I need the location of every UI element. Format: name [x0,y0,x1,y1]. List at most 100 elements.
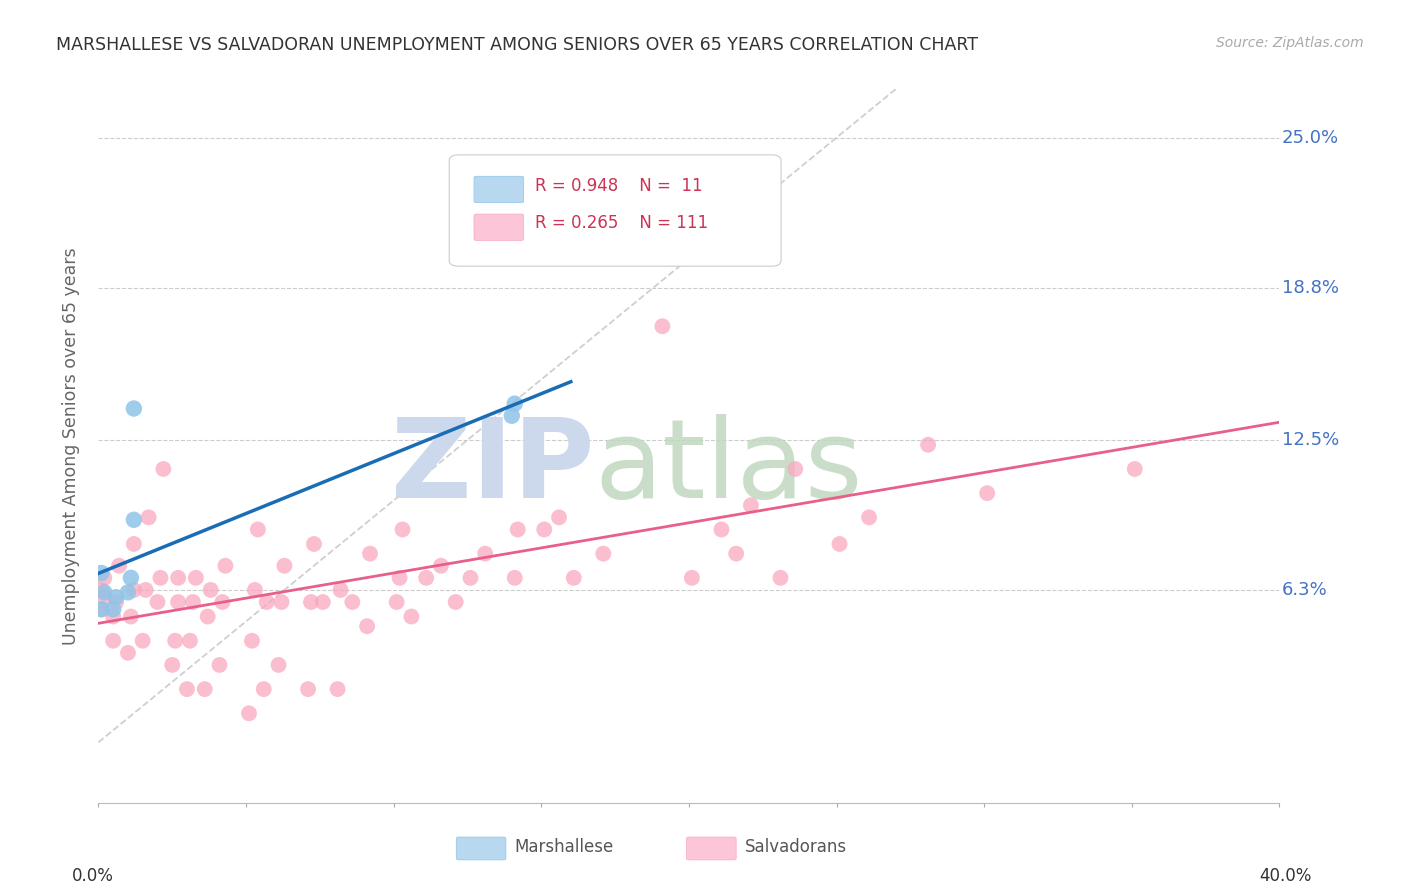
Point [621,198,644,212]
Point [548,510,571,524]
Point [108,558,131,573]
Point [562,571,585,585]
Point [385,595,408,609]
Text: atlas: atlas [595,414,863,521]
Point [103,602,125,616]
Point [828,537,851,551]
Point [197,609,219,624]
Point [90,602,112,616]
Point [785,462,807,476]
FancyBboxPatch shape [457,837,506,860]
Point [246,523,269,537]
Y-axis label: Unemployment Among Seniors over 65 years: Unemployment Among Seniors over 65 years [62,247,80,645]
Point [681,571,703,585]
Point [359,547,381,561]
Point [299,595,322,609]
Point [146,595,169,609]
Point [1123,462,1146,476]
Point [200,582,222,597]
Text: Marshallese: Marshallese [515,838,613,856]
Point [917,438,939,452]
Point [176,682,198,697]
Text: Source: ZipAtlas.com: Source: ZipAtlas.com [1216,36,1364,50]
Point [122,513,145,527]
FancyBboxPatch shape [474,177,523,202]
FancyBboxPatch shape [449,155,782,266]
Point [858,510,880,524]
Point [149,571,172,585]
Point [273,558,295,573]
Point [90,566,112,580]
Point [103,609,125,624]
Point [181,595,204,609]
Text: MARSHALLESE VS SALVADORAN UNEMPLOYMENT AMONG SENIORS OVER 65 YEARS CORRELATION C: MARSHALLESE VS SALVADORAN UNEMPLOYMENT A… [56,36,979,54]
Point [165,633,187,648]
FancyBboxPatch shape [686,837,737,860]
Point [253,682,276,697]
Point [342,595,364,609]
Point [243,582,266,597]
Point [651,319,673,334]
Text: Salvadorans: Salvadorans [744,838,846,856]
Point [93,585,115,599]
Point [356,619,378,633]
Point [474,547,496,561]
Point [415,571,437,585]
Point [533,523,555,537]
Point [302,537,325,551]
Point [503,571,526,585]
Point [214,558,236,573]
Point [167,595,190,609]
Point [270,595,292,609]
Point [162,657,183,672]
Point [444,595,467,609]
Point [326,682,349,697]
Point [117,585,139,599]
Point [194,682,217,697]
Point [93,590,115,604]
Point [506,523,529,537]
Point [138,510,160,524]
Point [267,657,290,672]
Point [503,397,526,411]
Text: R = 0.948    N =  11: R = 0.948 N = 11 [536,177,703,194]
Point [401,609,423,624]
Point [238,706,260,721]
FancyBboxPatch shape [474,214,523,241]
Text: 6.3%: 6.3% [1282,581,1327,599]
Point [976,486,998,500]
Point [430,558,453,573]
Point [312,595,335,609]
Point [184,571,207,585]
Point [725,547,748,561]
Point [391,523,413,537]
Point [152,462,174,476]
Point [329,582,352,597]
Text: R = 0.265    N = 111: R = 0.265 N = 111 [536,214,709,232]
Point [105,595,128,609]
Point [240,633,263,648]
Point [122,401,145,416]
Point [179,633,201,648]
Text: 0.0%: 0.0% [72,867,114,885]
Point [120,571,142,585]
Point [90,602,112,616]
Point [769,571,792,585]
Point [117,646,139,660]
Point [297,682,319,697]
Point [122,537,145,551]
Text: 12.5%: 12.5% [1282,431,1339,449]
Point [90,582,112,597]
Point [167,571,190,585]
Text: 18.8%: 18.8% [1282,278,1339,296]
Point [460,571,482,585]
Point [388,571,411,585]
Point [93,571,115,585]
Point [120,609,142,624]
Point [122,582,145,597]
Text: ZIP: ZIP [391,414,595,521]
Point [105,590,128,604]
Point [710,523,733,537]
Text: 40.0%: 40.0% [1260,867,1312,885]
Point [103,633,125,648]
